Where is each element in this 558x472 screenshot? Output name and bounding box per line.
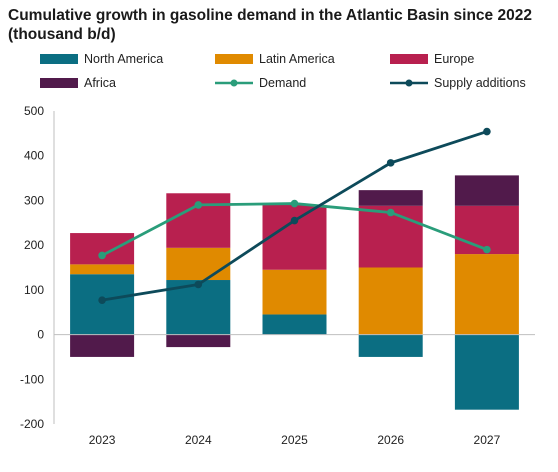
legend-north-america: North America: [40, 52, 163, 66]
point-supply-additions-2025: [290, 216, 299, 225]
bar-latin-america-2026: [358, 267, 423, 335]
legend-demand: Demand: [215, 76, 306, 90]
chart-title: Cumulative growth in gasoline demand in …: [8, 7, 532, 43]
bar-north-america-2026: [358, 334, 423, 357]
bar-europe-2025: [262, 204, 327, 270]
x-tick-label: 2025: [281, 433, 308, 447]
legend-latin-america: Latin America: [215, 52, 335, 66]
legend-label-latin-america: Latin America: [259, 52, 335, 66]
y-tick-label: 300: [24, 193, 44, 207]
y-tick-label: 500: [24, 104, 44, 118]
bar-north-america-2027: [454, 334, 519, 410]
legend-swatch-europe: [390, 54, 428, 64]
point-supply-additions-2023: [98, 296, 106, 304]
legend-swatch-north-america: [40, 54, 78, 64]
y-tick-label: 400: [24, 149, 44, 163]
bar-europe-2023: [70, 233, 135, 265]
bar-africa-2027: [454, 175, 519, 206]
point-demand-2027: [483, 245, 491, 254]
y-tick-label: 200: [24, 238, 44, 252]
bar-north-america-2025: [262, 314, 327, 335]
legend-africa: Africa: [40, 76, 116, 90]
y-tick-label: -200: [20, 417, 44, 431]
bar-latin-america-2024: [166, 247, 231, 281]
point-demand-2026: [386, 208, 395, 217]
bar-latin-america-2027: [454, 254, 519, 335]
point-supply-additions-2027: [483, 127, 491, 136]
point-demand-2023: [98, 251, 106, 260]
point-supply-additions-2026: [386, 159, 395, 167]
legend-label-europe: Europe: [434, 52, 475, 66]
legend-supply-additions: Supply additions: [390, 76, 526, 90]
bar-north-america-2023: [70, 274, 135, 335]
bar-africa-2023: [70, 334, 135, 357]
bar-africa-2026: [358, 190, 423, 206]
legend-swatch-supply: [390, 79, 428, 87]
y-tick-label: 0: [37, 328, 44, 342]
bar-latin-america-2025: [262, 269, 327, 315]
x-tick-label: 2024: [185, 433, 212, 447]
legend: North America Latin America Europe Afric…: [0, 52, 558, 96]
y-tick-label: -100: [20, 372, 44, 386]
point-demand-2025: [290, 199, 299, 208]
x-tick-label: 2026: [377, 433, 404, 447]
x-tick-label: 2023: [89, 433, 116, 447]
bar-africa-2024: [166, 334, 231, 348]
legend-swatch-demand: [215, 79, 253, 87]
x-tick-label: 2027: [474, 433, 501, 447]
point-demand-2024: [194, 201, 203, 209]
legend-label-demand: Demand: [259, 76, 307, 90]
legend-swatch-africa: [40, 78, 78, 88]
legend-label-africa: Africa: [84, 76, 116, 90]
y-tick-label: 100: [24, 283, 44, 297]
legend-europe: Europe: [390, 52, 474, 66]
legend-label-north-america: North America: [84, 52, 164, 66]
point-supply-additions-2024: [194, 280, 203, 289]
legend-swatch-latin-america: [215, 54, 253, 64]
bar-latin-america-2023: [70, 264, 135, 275]
legend-label-supply-additions: Supply additions: [434, 76, 526, 90]
